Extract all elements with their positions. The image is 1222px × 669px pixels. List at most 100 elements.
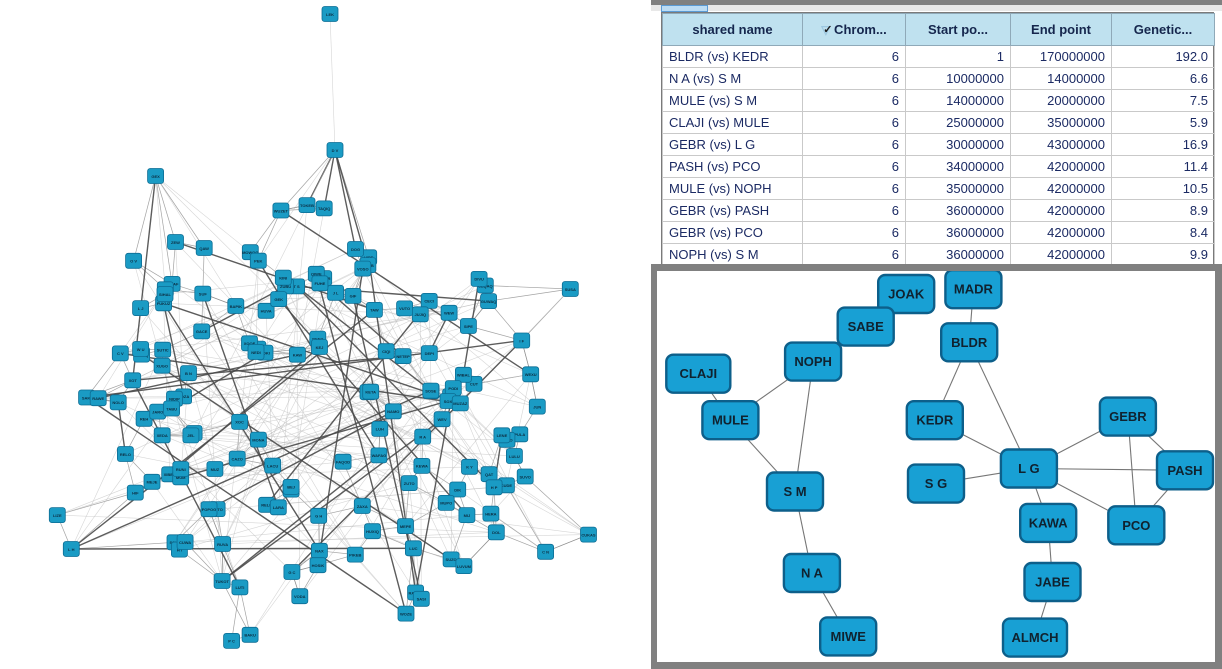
svg-text:W U: W U bbox=[137, 347, 145, 352]
svg-text:REH: REH bbox=[140, 417, 149, 422]
svg-text:PEK: PEK bbox=[254, 259, 262, 264]
svg-text:PCO: PCO bbox=[1122, 518, 1150, 533]
svg-text:WIBAL: WIBAL bbox=[457, 373, 471, 378]
svg-text:RUVA: RUVA bbox=[217, 542, 228, 547]
svg-text:HUXIQ: HUXIQ bbox=[366, 529, 379, 534]
svg-text:LACU: LACU bbox=[267, 463, 278, 468]
svg-text:SOX: SOX bbox=[444, 399, 453, 404]
svg-text:NOLO: NOLO bbox=[112, 400, 124, 405]
svg-text:KAWA: KAWA bbox=[1029, 515, 1069, 530]
svg-text:XUGO: XUGO bbox=[156, 364, 168, 369]
svg-text:KEJ: KEJ bbox=[316, 345, 324, 350]
svg-text:S G: S G bbox=[925, 476, 947, 491]
svg-text:SOSE: SOSE bbox=[425, 388, 436, 393]
svg-text:KETA: KETA bbox=[365, 390, 376, 395]
svg-text:LENE: LENE bbox=[497, 433, 508, 438]
svg-text:T S: T S bbox=[293, 284, 300, 289]
svg-text:FOPOG: FOPOG bbox=[202, 507, 216, 512]
svg-text:TAQIQ: TAQIQ bbox=[318, 206, 330, 211]
svg-text:VOSO: VOSO bbox=[357, 266, 369, 271]
svg-text:TOKEB: TOKEB bbox=[300, 203, 314, 208]
svg-text:MADR: MADR bbox=[954, 282, 994, 297]
svg-text:BEJ: BEJ bbox=[287, 485, 295, 490]
svg-text:SUF: SUF bbox=[199, 291, 208, 296]
svg-text:TAW: TAW bbox=[370, 308, 379, 313]
svg-text:RAWE: RAWE bbox=[92, 396, 104, 401]
svg-text:QAW: QAW bbox=[199, 246, 209, 251]
svg-text:SUVO: SUVO bbox=[520, 474, 531, 479]
svg-text:G H: G H bbox=[315, 514, 322, 519]
svg-text:HOSIK: HOSIK bbox=[312, 563, 325, 568]
svg-text:LUVUM: LUVUM bbox=[457, 564, 472, 569]
svg-text:HERA: HERA bbox=[485, 511, 496, 516]
svg-text:LUC: LUC bbox=[409, 546, 417, 551]
svg-text:GIF: GIF bbox=[350, 294, 357, 299]
svg-text:DOL: DOL bbox=[492, 530, 501, 535]
svg-text:B N: B N bbox=[185, 371, 192, 376]
svg-text:WEW: WEW bbox=[444, 311, 454, 316]
svg-text:KEWA: KEWA bbox=[416, 464, 428, 469]
svg-text:RUNI: RUNI bbox=[176, 467, 186, 472]
svg-text:LIZE: LIZE bbox=[53, 513, 62, 518]
svg-text:NOPH: NOPH bbox=[794, 354, 832, 369]
svg-text:ZUTO: ZUTO bbox=[404, 481, 415, 486]
svg-text:L G: L G bbox=[1018, 461, 1039, 476]
svg-text:VODA: VODA bbox=[294, 594, 306, 599]
svg-text:MULE: MULE bbox=[712, 413, 749, 428]
svg-text:GACE: GACE bbox=[196, 329, 208, 334]
svg-text:RELO: RELO bbox=[120, 452, 131, 457]
svg-text:MUPO: MUPO bbox=[440, 501, 452, 506]
svg-text:SUSA: SUSA bbox=[565, 287, 576, 292]
svg-text:LUTI: LUTI bbox=[235, 585, 244, 590]
svg-text:JARO: JARO bbox=[152, 409, 163, 414]
svg-text:WUZET: WUZET bbox=[274, 208, 289, 213]
svg-text:PODI: PODI bbox=[448, 386, 458, 391]
svg-text:MUZ: MUZ bbox=[211, 467, 220, 472]
svg-text:CECI: CECI bbox=[424, 299, 434, 304]
svg-text:MIWE: MIWE bbox=[831, 629, 867, 644]
svg-text:SIHAL: SIHAL bbox=[159, 292, 172, 297]
svg-text:FAQOD: FAQOD bbox=[336, 460, 350, 465]
svg-text:R A: R A bbox=[419, 434, 426, 439]
svg-text:ALMCH: ALMCH bbox=[1012, 630, 1059, 645]
svg-text:QAT: QAT bbox=[485, 472, 494, 477]
svg-text:I F: I F bbox=[519, 338, 524, 343]
svg-text:MUZAZ: MUZAZ bbox=[453, 401, 468, 406]
svg-text:LEK: LEK bbox=[326, 12, 334, 17]
svg-text:MONA: MONA bbox=[252, 437, 264, 442]
svg-text:CLAJI: CLAJI bbox=[680, 366, 718, 381]
svg-text:HUVA: HUVA bbox=[261, 309, 272, 314]
svg-text:PASH: PASH bbox=[1167, 463, 1202, 478]
svg-text:NETEP: NETEP bbox=[396, 354, 410, 359]
svg-text:MEJE: MEJE bbox=[147, 480, 158, 485]
svg-text:DIVU: DIVU bbox=[474, 277, 484, 282]
svg-text:ZEW: ZEW bbox=[171, 240, 180, 245]
svg-text:TABU: TABU bbox=[166, 406, 177, 411]
svg-text:G C: G C bbox=[288, 570, 295, 575]
svg-text:KAW: KAW bbox=[293, 353, 303, 358]
svg-text:LULU: LULU bbox=[509, 454, 520, 459]
svg-text:KINI: KINI bbox=[279, 275, 287, 280]
svg-text:XEDA: XEDA bbox=[157, 433, 168, 438]
svg-text:H P: H P bbox=[491, 485, 498, 490]
svg-text:DEPI: DEPI bbox=[425, 351, 434, 356]
svg-text:TUKOT: TUKOT bbox=[215, 579, 229, 584]
svg-text:K Y: K Y bbox=[466, 465, 473, 470]
svg-text:S M: S M bbox=[783, 484, 806, 499]
svg-text:GEX: GEX bbox=[151, 174, 160, 179]
svg-text:VUTO: VUTO bbox=[399, 306, 410, 311]
svg-text:L J: L J bbox=[138, 306, 144, 311]
svg-text:JABE: JABE bbox=[1035, 575, 1070, 590]
svg-text:JUJIQ: JUJIQ bbox=[415, 312, 427, 317]
svg-text:LARA: LARA bbox=[273, 505, 284, 510]
svg-text:WAFAG: WAFAG bbox=[372, 453, 387, 458]
svg-text:PULA: PULA bbox=[514, 432, 525, 437]
svg-text:JUN: JUN bbox=[533, 404, 541, 409]
svg-text:SABE: SABE bbox=[848, 319, 884, 334]
svg-text:MEPE: MEPE bbox=[400, 524, 412, 529]
svg-text:BLDR: BLDR bbox=[951, 335, 988, 350]
svg-text:O V: O V bbox=[130, 259, 137, 264]
svg-text:CUWA: CUWA bbox=[179, 540, 191, 545]
svg-text:HIF: HIF bbox=[132, 490, 139, 495]
svg-text:KEDR: KEDR bbox=[916, 413, 953, 428]
